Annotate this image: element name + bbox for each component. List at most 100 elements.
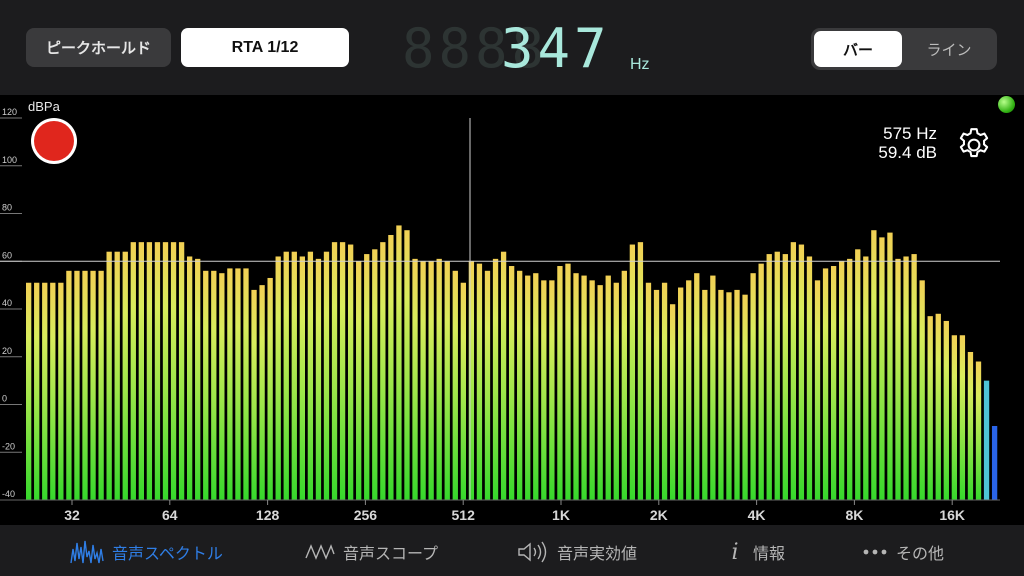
spectrum-bar [653, 289, 660, 500]
spectrum-bar [211, 270, 217, 500]
spectrum-chart-area[interactable]: dBPa -40 -20 0 20 40 60 80 100 120 32 64 128 256 512 1… [0, 95, 1024, 525]
spectrum-bar [26, 282, 32, 500]
spectrum-bar [975, 361, 982, 500]
spectrum-bar [364, 254, 370, 500]
line-view-option[interactable]: ライン [926, 41, 972, 59]
spectrum-bar [138, 242, 144, 500]
spectrum-bar [66, 270, 72, 500]
spectrum-chart[interactable]: dBPa -40 -20 0 20 40 60 80 100 120 32 64 128 256 512 1… [0, 95, 1024, 525]
y-tick-label: 20 [2, 346, 12, 356]
spectrum-bar [460, 282, 466, 500]
spectrum-bar [927, 316, 933, 500]
spectrum-bar [74, 270, 80, 500]
spectrum-bar [895, 258, 901, 500]
spectrum-bar [605, 275, 611, 500]
spectrum-bar [356, 261, 362, 500]
spectrum-bar [806, 256, 813, 500]
tab-audio-spectrum[interactable]: 音声スペクトル [70, 528, 223, 576]
spectrum-bar [750, 273, 756, 500]
spectrum-bar [774, 251, 780, 500]
spectrum-bar [935, 313, 941, 500]
rta-resolution-button[interactable]: RTA 1/12 [181, 28, 349, 67]
y-tick-label: 60 [2, 250, 12, 260]
spectrum-bar [114, 251, 120, 500]
y-tick-label: 120 [2, 107, 17, 117]
spectrum-bar [533, 273, 539, 500]
spectrum-bar [500, 251, 507, 500]
record-button[interactable] [31, 118, 77, 164]
spectrum-bar [307, 251, 314, 500]
tab-info[interactable]: i 情報 [725, 528, 785, 576]
spectrum-bar [90, 270, 96, 500]
top-toolbar: ピークホールド RTA 1/12 8888 347 Hz バー ライン [0, 0, 1024, 95]
spectrum-bar [678, 287, 684, 500]
bottom-tab-bar: 音声スペクトル 音声スコープ 音声実効値 i 情報 その他 [0, 528, 1024, 576]
tab-audio-scope[interactable]: 音声スコープ [305, 528, 438, 576]
spectrum-bar [130, 242, 136, 500]
spectrum-bar [847, 258, 853, 500]
spectrum-bar [621, 270, 627, 500]
y-tick-label: 100 [2, 155, 17, 165]
tab-label: 音声実効値 [557, 546, 638, 563]
spectrum-bar [396, 225, 402, 500]
spectrum-bar [855, 249, 861, 500]
spectrum-bar [436, 258, 442, 500]
spectrum-bar [162, 242, 169, 500]
info-icon: i [731, 539, 739, 565]
spectrum-bar [686, 280, 692, 500]
tab-more[interactable]: その他 [862, 528, 944, 576]
spectrum-bar [492, 258, 499, 500]
gear-icon[interactable] [955, 126, 993, 164]
spectrum-bar [323, 251, 330, 500]
waveform-icon [305, 544, 335, 560]
spectrum-bar [428, 261, 434, 500]
spectrum-bar [766, 254, 772, 500]
spectrum-bar [637, 242, 644, 500]
spectrum-bar [58, 282, 64, 500]
tab-audio-rms[interactable]: 音声実効値 [517, 528, 637, 576]
spectrum-bar [790, 242, 797, 500]
spectrum-bar [195, 258, 201, 500]
spectrum-bar [911, 254, 917, 500]
spectrum-bar [404, 230, 410, 500]
spectrum-bar [694, 273, 700, 500]
spectrum-bar [227, 268, 233, 500]
tab-label: 情報 [753, 546, 786, 563]
spectrum-bar [122, 251, 128, 500]
spectrum-bar [291, 251, 297, 500]
spectrum-bar [444, 261, 450, 500]
spectrum-bar [814, 280, 821, 500]
spectrum-bar [565, 263, 571, 500]
spectrum-bar [742, 294, 748, 500]
spectrum-bar [299, 256, 305, 500]
spectrum-bar [170, 242, 177, 500]
view-mode-segmented-control: バー ライン [811, 28, 997, 70]
tab-label: その他 [896, 546, 945, 563]
bar-view-option[interactable]: バー [814, 31, 902, 67]
spectrum-bar [219, 273, 225, 500]
spectrum-bar [251, 289, 257, 500]
spectrum-bar [629, 244, 636, 500]
spectrum-bar [347, 244, 354, 500]
spectrum-bar [734, 289, 740, 500]
more-icon [862, 548, 888, 556]
x-tick-label: 32 [64, 507, 80, 523]
spectrum-bar [476, 263, 483, 500]
status-led-icon [998, 96, 1015, 113]
y-tick-label: 80 [2, 203, 12, 213]
x-tick-label: 2K [650, 507, 668, 523]
spectrum-bar [372, 249, 378, 500]
x-tick-label: 8K [845, 507, 863, 523]
spectrum-bar [98, 270, 104, 500]
peak-hold-button[interactable]: ピークホールド [26, 28, 171, 67]
spectrum-bar [259, 285, 265, 501]
spectrum-icon [70, 539, 104, 565]
spectrum-bar [887, 232, 893, 500]
spectrum-bar [186, 256, 193, 500]
spectrum-bar [146, 242, 153, 500]
spectrum-bar [106, 251, 112, 500]
spectrum-bar [50, 282, 56, 500]
spectrum-bar [203, 270, 209, 500]
y-axis-label: dBPa [28, 99, 61, 114]
spectrum-bar [871, 230, 877, 500]
